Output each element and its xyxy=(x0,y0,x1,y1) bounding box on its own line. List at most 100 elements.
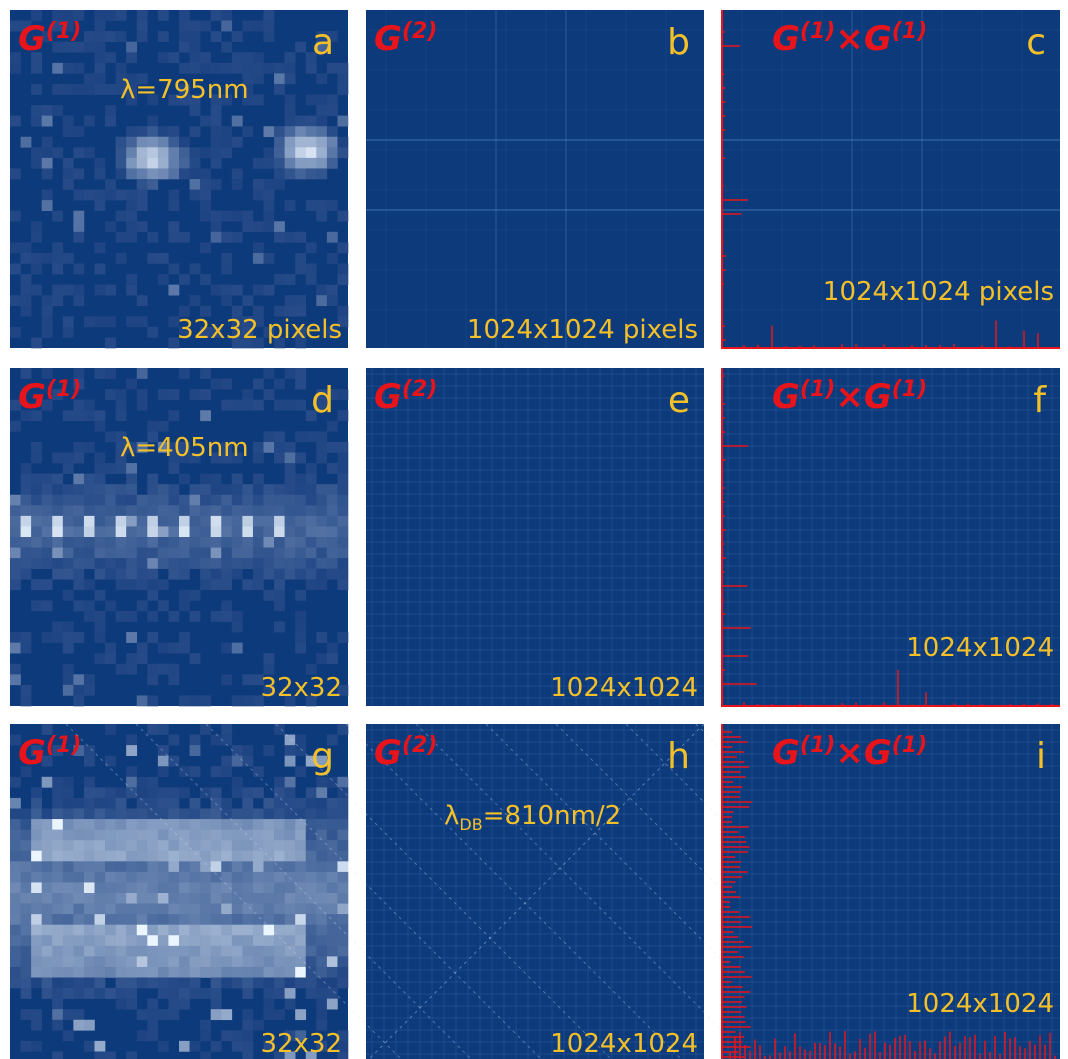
pixel xyxy=(264,21,275,32)
pixel xyxy=(295,946,306,957)
pixel xyxy=(158,643,169,654)
pixel xyxy=(179,925,190,936)
pixel xyxy=(73,830,84,841)
pixel xyxy=(73,893,84,904)
pixel xyxy=(147,819,158,830)
pixel xyxy=(221,147,232,158)
pixel xyxy=(274,232,285,243)
pixel xyxy=(264,31,275,42)
pixel xyxy=(190,126,201,137)
pixel xyxy=(10,967,21,978)
pixel xyxy=(116,537,127,548)
pixel xyxy=(190,548,201,559)
pixel xyxy=(200,474,211,485)
pixel xyxy=(211,569,222,580)
pixel xyxy=(105,787,116,798)
pixel xyxy=(221,925,232,936)
pixel xyxy=(147,851,158,862)
pixel xyxy=(105,10,116,21)
pixel xyxy=(316,819,327,830)
pixel xyxy=(179,42,190,53)
pixel xyxy=(211,285,222,296)
pixel xyxy=(52,495,63,506)
pixel xyxy=(179,1041,190,1052)
pixel xyxy=(126,558,137,569)
pixel xyxy=(21,295,32,306)
pixel xyxy=(126,569,137,580)
pixel xyxy=(126,168,137,179)
pixel xyxy=(306,851,317,862)
pixel xyxy=(116,463,127,474)
pixel xyxy=(31,798,42,809)
pixel xyxy=(158,946,169,957)
pixel xyxy=(200,190,211,201)
pixel xyxy=(264,484,275,495)
pixel xyxy=(42,516,53,527)
pixel xyxy=(31,914,42,925)
pixel xyxy=(42,484,53,495)
panel-letter: e xyxy=(668,380,690,421)
pixel xyxy=(42,116,53,127)
pixel xyxy=(10,946,21,957)
pixel xyxy=(295,632,306,643)
pixel xyxy=(295,904,306,915)
pixel xyxy=(95,611,106,622)
pixel xyxy=(52,253,63,264)
pixel xyxy=(126,126,137,137)
pixel xyxy=(295,830,306,841)
pixel xyxy=(105,105,116,116)
pixel xyxy=(31,474,42,485)
pixel xyxy=(126,819,137,830)
pixel xyxy=(285,819,296,830)
pixel xyxy=(316,1009,327,1020)
pixel xyxy=(242,495,253,506)
pixel xyxy=(264,861,275,872)
pixel xyxy=(52,999,63,1010)
pixel xyxy=(137,221,148,232)
pixel xyxy=(95,474,106,485)
pixel xyxy=(327,516,338,527)
pixel xyxy=(95,590,106,601)
pixel xyxy=(63,463,74,474)
pixel xyxy=(242,221,253,232)
pixel xyxy=(211,851,222,862)
panel: G(1)aλ=795nm32x32 pixels xyxy=(10,10,348,348)
pixel xyxy=(52,967,63,978)
pixel xyxy=(316,999,327,1010)
pixel xyxy=(232,914,243,925)
pixel xyxy=(168,285,179,296)
pixel xyxy=(21,558,32,569)
pixel xyxy=(232,643,243,654)
annotation-text: λ=405nm xyxy=(120,433,249,463)
pixel xyxy=(21,526,32,537)
pixel xyxy=(316,200,327,211)
pixel xyxy=(63,861,74,872)
pixel xyxy=(95,264,106,275)
pixel xyxy=(10,168,21,179)
pixel xyxy=(158,526,169,537)
pixel xyxy=(95,516,106,527)
pixel xyxy=(73,505,84,516)
pixel xyxy=(327,295,338,306)
pixel xyxy=(337,967,348,978)
pixel xyxy=(126,882,137,893)
pixel xyxy=(242,925,253,936)
pixel xyxy=(337,137,348,148)
pixel xyxy=(285,95,296,106)
pixel xyxy=(158,925,169,936)
pixel xyxy=(147,904,158,915)
title-superscript: (1) xyxy=(800,19,835,44)
pixel xyxy=(337,830,348,841)
pixel xyxy=(126,1051,137,1059)
pixel xyxy=(264,893,275,904)
pixel xyxy=(232,1030,243,1041)
pixel xyxy=(31,967,42,978)
pixel xyxy=(63,904,74,915)
pixel xyxy=(147,474,158,485)
pixel xyxy=(264,548,275,559)
pixel xyxy=(316,105,327,116)
pixel xyxy=(84,611,95,622)
pixel xyxy=(137,579,148,590)
pixel xyxy=(168,999,179,1010)
pixel xyxy=(31,1041,42,1052)
